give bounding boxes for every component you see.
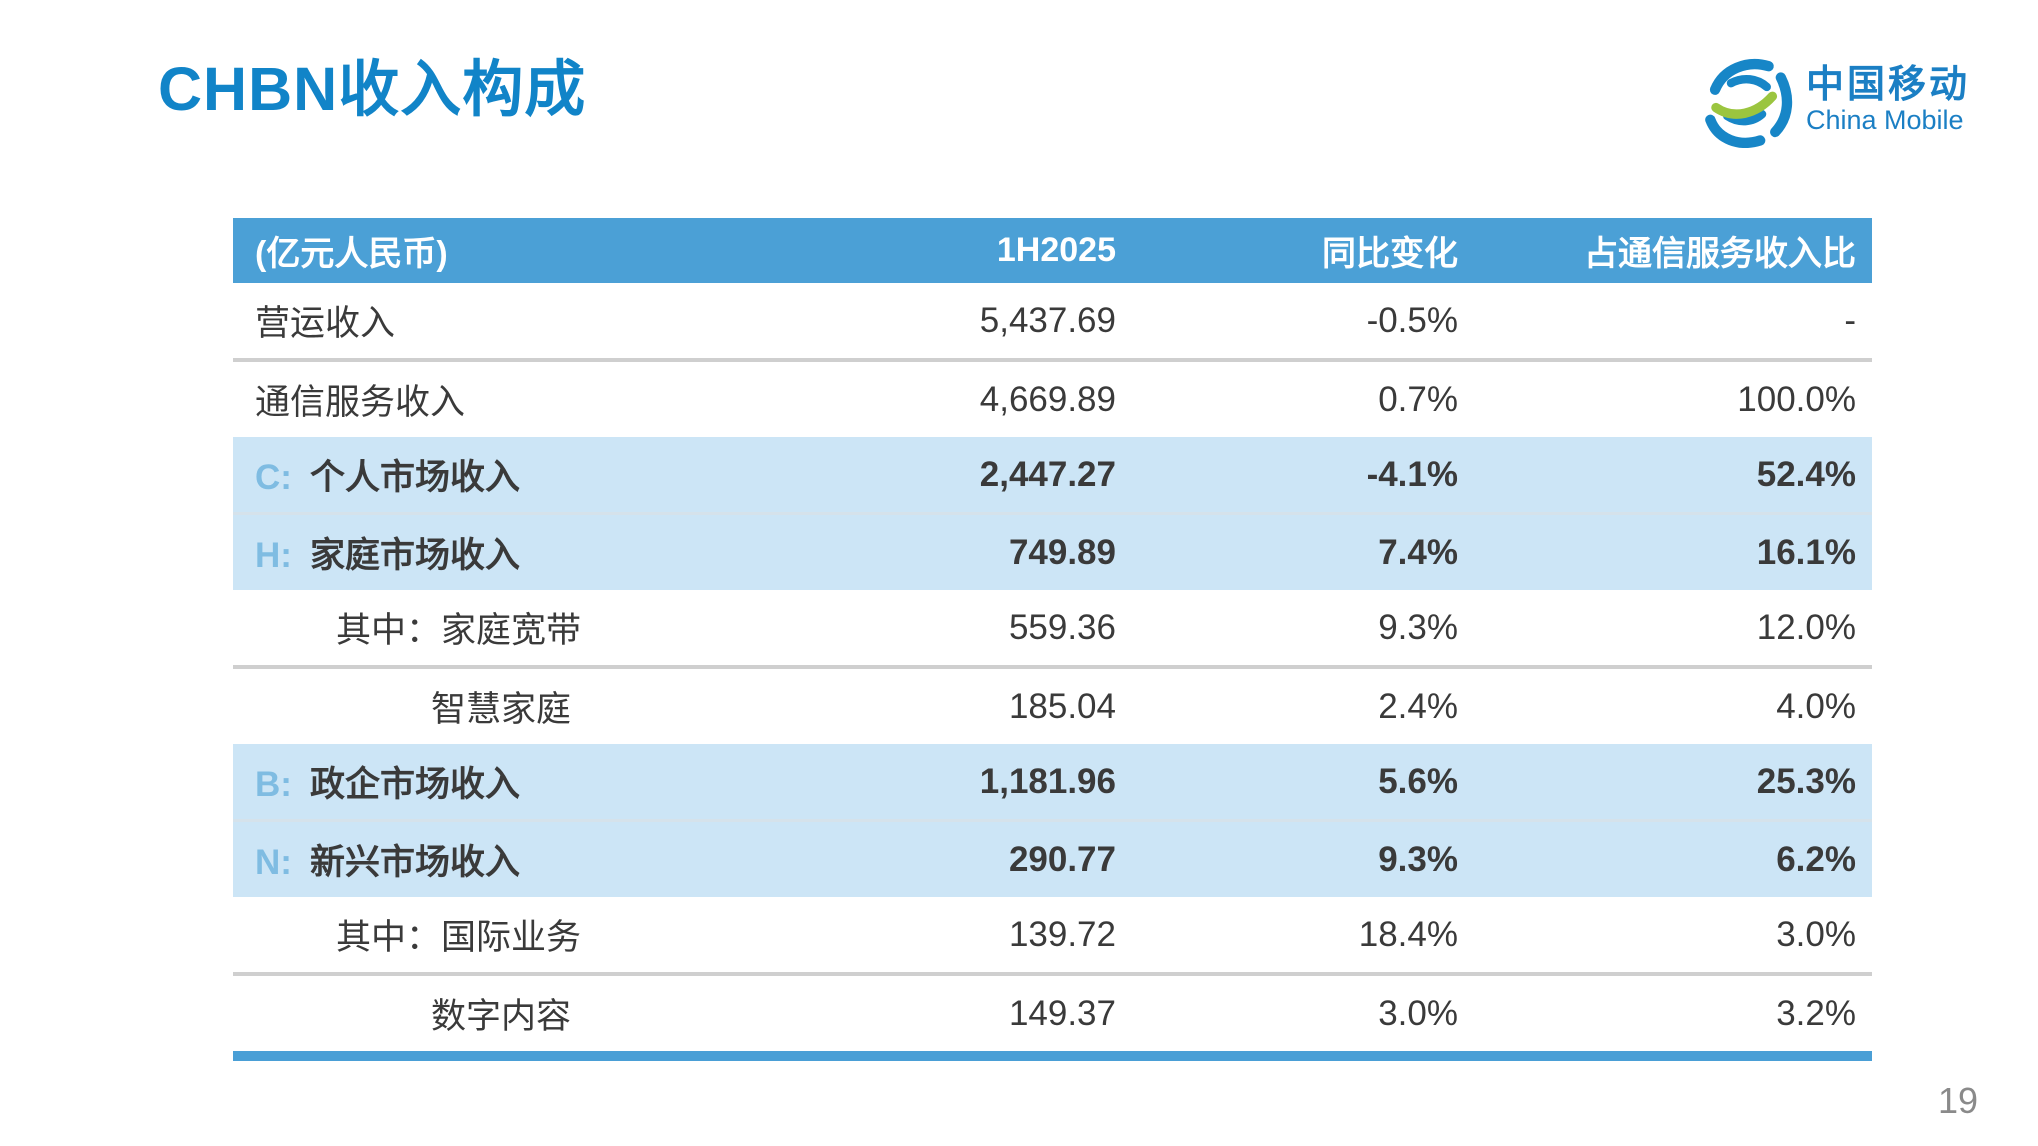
row-label-text: 其中：国际业务 bbox=[336, 918, 582, 957]
cell-1h2025: 4,669.89 bbox=[893, 358, 1132, 437]
table-row: H: 家庭市场收入 749.89 7.4% 16.1% bbox=[233, 512, 1872, 590]
row-label-text: 政企市场收入 bbox=[309, 765, 520, 804]
table-row: N: 新兴市场收入 290.77 9.3% 6.2% bbox=[233, 819, 1872, 897]
cell-service-revenue-share: 52.4% bbox=[1474, 437, 1872, 514]
cell-service-revenue-share: 3.0% bbox=[1474, 897, 1872, 974]
page-number: 19 bbox=[1937, 1080, 1978, 1121]
table-row: C: 个人市场收入 2,447.27 -4.1% 52.4% bbox=[233, 437, 1872, 514]
table-row: 营运收入 5,437.69 -0.5% - bbox=[233, 283, 1872, 360]
row-label: N: 新兴市场收入 bbox=[233, 819, 893, 897]
row-label-text: 智慧家庭 bbox=[431, 690, 572, 729]
cell-1h2025: 749.89 bbox=[893, 512, 1132, 590]
cell-service-revenue-share: 12.0% bbox=[1474, 590, 1872, 667]
row-label-text: 新兴市场收入 bbox=[309, 843, 520, 882]
cell-service-revenue-share: 6.2% bbox=[1474, 819, 1872, 897]
row-label-text: 数字内容 bbox=[431, 997, 572, 1036]
logo-text-en: China Mobile bbox=[1805, 105, 1964, 136]
logo-text-zh: 中国移动 bbox=[1805, 63, 1970, 106]
cell-yoy-change: -4.1% bbox=[1132, 437, 1474, 514]
row-label: 数字内容 bbox=[233, 972, 893, 1061]
china-mobile-logo: 中国移动 China Mobile bbox=[1700, 54, 1970, 148]
row-label-text: 家庭市场收入 bbox=[309, 536, 520, 575]
row-label: C: 个人市场收入 bbox=[233, 437, 893, 514]
table-row: 其中：国际业务 139.72 18.4% 3.0% bbox=[233, 897, 1872, 974]
row-label-text: 通信服务收入 bbox=[255, 383, 466, 422]
cell-yoy-change: 7.4% bbox=[1132, 512, 1474, 590]
cell-1h2025: 559.36 bbox=[893, 590, 1132, 667]
cell-service-revenue-share: 4.0% bbox=[1474, 665, 1872, 744]
row-label: 营运收入 bbox=[233, 283, 893, 360]
cell-1h2025: 149.37 bbox=[893, 972, 1132, 1061]
page-title: CHBN收入构成 bbox=[158, 55, 587, 123]
cell-service-revenue-share: 100.0% bbox=[1474, 358, 1872, 437]
cell-service-revenue-share: 25.3% bbox=[1474, 744, 1872, 821]
cell-yoy-change: 3.0% bbox=[1132, 972, 1474, 1061]
row-letter-prefix: N: bbox=[255, 843, 292, 882]
row-letter-prefix: C: bbox=[255, 458, 292, 497]
cell-yoy-change: 18.4% bbox=[1132, 897, 1474, 974]
row-label-text: 其中：家庭宽带 bbox=[336, 611, 582, 650]
row-letter-prefix: B: bbox=[255, 765, 292, 804]
col-header: (亿元人民币) bbox=[233, 218, 893, 283]
col-header: 占通信服务收入比 bbox=[1474, 218, 1872, 283]
cell-service-revenue-share: 16.1% bbox=[1474, 512, 1872, 590]
table-row: B: 政企市场收入 1,181.96 5.6% 25.3% bbox=[233, 744, 1872, 821]
row-label: H: 家庭市场收入 bbox=[233, 512, 893, 590]
row-label-text: 个人市场收入 bbox=[309, 458, 520, 497]
cell-yoy-change: 0.7% bbox=[1132, 358, 1474, 437]
cell-yoy-change: -0.5% bbox=[1132, 283, 1474, 360]
table-row: 智慧家庭 185.04 2.4% 4.0% bbox=[233, 665, 1872, 744]
cell-yoy-change: 9.3% bbox=[1132, 590, 1474, 667]
cell-1h2025: 2,447.27 bbox=[893, 437, 1132, 514]
cell-1h2025: 5,437.69 bbox=[893, 283, 1132, 360]
cell-service-revenue-share: - bbox=[1474, 283, 1872, 360]
row-label: 其中：国际业务 bbox=[233, 897, 893, 974]
cell-service-revenue-share: 3.2% bbox=[1474, 972, 1872, 1061]
cell-yoy-change: 9.3% bbox=[1132, 819, 1474, 897]
row-label: 智慧家庭 bbox=[233, 665, 893, 744]
row-label-text: 营运收入 bbox=[255, 304, 396, 343]
china-mobile-logo-text: 中国移动 China Mobile bbox=[1805, 63, 1970, 137]
col-header: 同比变化 bbox=[1132, 218, 1474, 283]
cell-yoy-change: 5.6% bbox=[1132, 744, 1474, 821]
row-label: B: 政企市场收入 bbox=[233, 744, 893, 821]
table-header-row: (亿元人民币) 1H2025 同比变化 占通信服务收入比 bbox=[233, 218, 1872, 283]
table-row: 数字内容 149.37 3.0% 3.2% bbox=[233, 972, 1872, 1061]
cell-yoy-change: 2.4% bbox=[1132, 665, 1474, 744]
cell-1h2025: 290.77 bbox=[893, 819, 1132, 897]
table-row: 其中：家庭宽带 559.36 9.3% 12.0% bbox=[233, 590, 1872, 667]
row-label: 其中：家庭宽带 bbox=[233, 590, 893, 667]
cell-1h2025: 185.04 bbox=[893, 665, 1132, 744]
row-label: 通信服务收入 bbox=[233, 358, 893, 437]
col-header: 1H2025 bbox=[893, 218, 1132, 283]
row-letter-prefix: H: bbox=[255, 536, 292, 575]
table-row: 通信服务收入 4,669.89 0.7% 100.0% bbox=[233, 358, 1872, 437]
cell-1h2025: 139.72 bbox=[893, 897, 1132, 974]
chbn-revenue-table: (亿元人民币) 1H2025 同比变化 占通信服务收入比 营运收入 5,437.69 -0… bbox=[233, 218, 1872, 1061]
cell-1h2025: 1,181.96 bbox=[893, 744, 1132, 821]
china-mobile-logo-icon bbox=[1705, 58, 1793, 148]
